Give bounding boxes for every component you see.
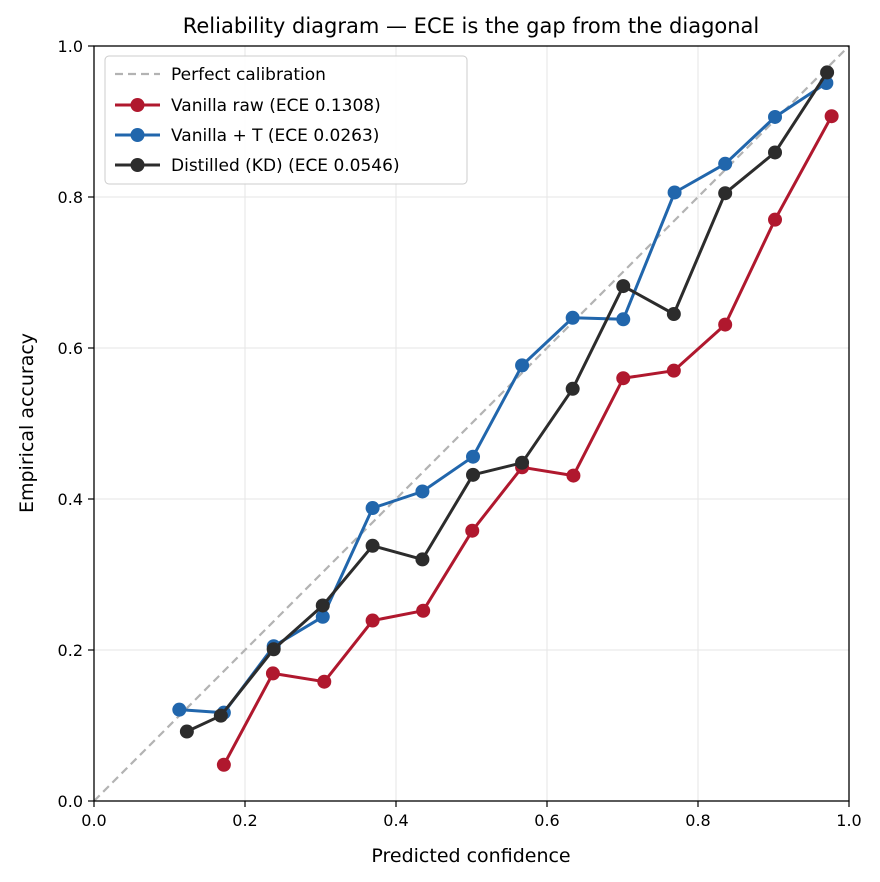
data-point xyxy=(317,674,332,689)
data-point xyxy=(213,708,228,723)
data-point xyxy=(718,317,733,332)
data-point xyxy=(365,613,380,628)
data-point xyxy=(616,279,631,294)
plot-frame xyxy=(93,45,850,802)
legend-label: Vanilla raw (ECE 0.1308) xyxy=(171,96,381,116)
data-point xyxy=(666,307,681,322)
legend-box xyxy=(104,55,468,185)
legend-label: Distilled (KD) (ECE 0.0546) xyxy=(171,156,400,176)
data-point xyxy=(616,312,631,327)
data-point xyxy=(315,598,330,613)
axis-ticks: 0.0 0.2 0.4 0.6 0.8 1.0 0.0 0.2 0.4 0.6 0.8 1.0 xyxy=(58,37,862,830)
data-point xyxy=(666,363,681,378)
y-tick-label: 0.2 xyxy=(58,641,83,660)
legend-swatch-marker xyxy=(130,128,145,142)
x-axis-label: Predicted confidence xyxy=(371,845,570,867)
data-point xyxy=(768,109,783,124)
x-tick-label: 0.6 xyxy=(534,811,559,830)
x-tick-label: 0.2 xyxy=(232,811,257,830)
series-line xyxy=(186,71,829,733)
y-tick-label: 0.4 xyxy=(58,490,83,509)
data-point xyxy=(365,501,380,516)
data-point xyxy=(315,609,330,624)
y-tick-label: 0.8 xyxy=(58,188,83,207)
y-tick-label: 0.0 xyxy=(58,792,83,811)
data-point xyxy=(266,642,281,657)
data-point xyxy=(172,702,187,717)
data-point xyxy=(667,185,682,200)
x-tick-label: 0.8 xyxy=(685,811,710,830)
legend-swatch-marker xyxy=(130,158,145,172)
data-point xyxy=(416,603,431,618)
reference-line-layer xyxy=(93,45,850,802)
y-axis-label: Empirical accuracy xyxy=(16,333,38,513)
data-point xyxy=(265,666,280,681)
data-point xyxy=(820,65,835,80)
y-tick-label: 0.6 xyxy=(58,339,83,358)
perfect-calibration-line xyxy=(93,45,850,802)
data-point xyxy=(565,381,580,396)
data-point xyxy=(616,371,631,386)
data-point xyxy=(718,156,733,171)
data-point xyxy=(415,552,430,567)
x-tick-label: 0.0 xyxy=(81,811,106,830)
data-point xyxy=(566,468,581,483)
data-point xyxy=(515,358,530,373)
data-point xyxy=(824,109,839,124)
data-point xyxy=(768,145,783,160)
data-point xyxy=(179,724,194,739)
data-point xyxy=(415,484,430,499)
data-point xyxy=(216,757,231,772)
x-tick-label: 1.0 xyxy=(836,811,861,830)
x-tick-label: 0.4 xyxy=(383,811,408,830)
data-point xyxy=(515,455,530,470)
data-point xyxy=(565,310,580,325)
data-point xyxy=(466,449,481,464)
chart-title: Reliability diagram — ECE is the gap fro… xyxy=(183,14,760,38)
data-point xyxy=(465,523,480,538)
series-2 xyxy=(179,65,835,739)
y-tick-label: 1.0 xyxy=(58,37,83,56)
data-point xyxy=(365,538,380,553)
legend-label: Vanilla + T (ECE 0.0263) xyxy=(171,126,379,146)
data-point xyxy=(466,467,481,482)
series-layer xyxy=(172,65,839,772)
legend-label: Perfect calibration xyxy=(171,65,326,85)
data-point xyxy=(768,212,783,227)
legend-swatch-marker xyxy=(130,98,145,112)
data-point xyxy=(718,186,733,201)
legend: Perfect calibration Vanilla raw (ECE 0.13… xyxy=(104,55,468,185)
